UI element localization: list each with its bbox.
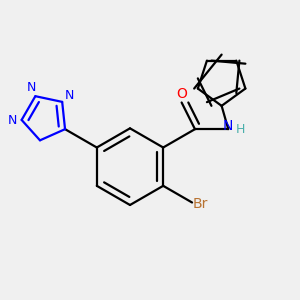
Text: N: N: [27, 81, 36, 94]
Text: Br: Br: [193, 197, 208, 211]
Text: N: N: [223, 119, 233, 133]
Text: H: H: [235, 123, 244, 136]
Text: N: N: [64, 89, 74, 102]
Text: O: O: [176, 87, 187, 101]
Text: N: N: [8, 114, 17, 128]
